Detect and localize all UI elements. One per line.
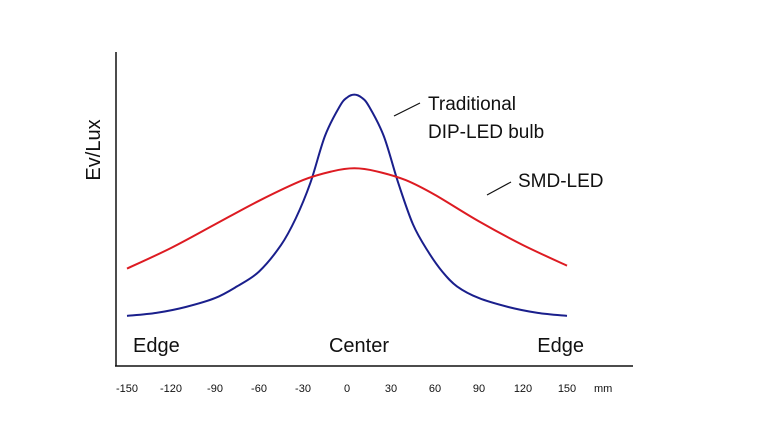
- x-tick-labels: -150 -120 -90 -60 -30 0 30 60 90 120 150: [116, 383, 576, 395]
- x-tick-label: 0: [344, 383, 350, 395]
- x-tick-label: -120: [160, 383, 182, 395]
- region-label-left: Edge: [133, 335, 180, 357]
- region-label-right: Edge: [537, 335, 584, 357]
- smd-led-leader-line: [486, 181, 512, 196]
- x-tick-label: 60: [429, 383, 441, 395]
- smd-led-annotation: SMD-LED: [518, 171, 604, 192]
- x-tick-label: 150: [558, 383, 576, 395]
- x-tick-label: 30: [385, 383, 397, 395]
- x-tick-label: 120: [514, 383, 532, 395]
- y-axis-label: Ev/Lux: [83, 119, 105, 180]
- x-axis-unit: mm: [594, 383, 612, 395]
- x-tick-label: 90: [473, 383, 485, 395]
- x-tick-label: -60: [251, 383, 267, 395]
- dip-led-leader-line: [393, 102, 421, 117]
- smd-led-curve: [126, 167, 568, 270]
- dip-led-annotation-line-2: DIP-LED bulb: [428, 122, 544, 143]
- dip-led-annotation-line-1: Traditional: [428, 94, 516, 115]
- curves-group: [126, 93, 568, 317]
- dip-led-curve: [126, 93, 568, 317]
- x-tick-label: -150: [116, 383, 138, 395]
- x-tick-label: -90: [207, 383, 223, 395]
- x-tick-label: -30: [295, 383, 311, 395]
- region-label-center: Center: [329, 335, 389, 357]
